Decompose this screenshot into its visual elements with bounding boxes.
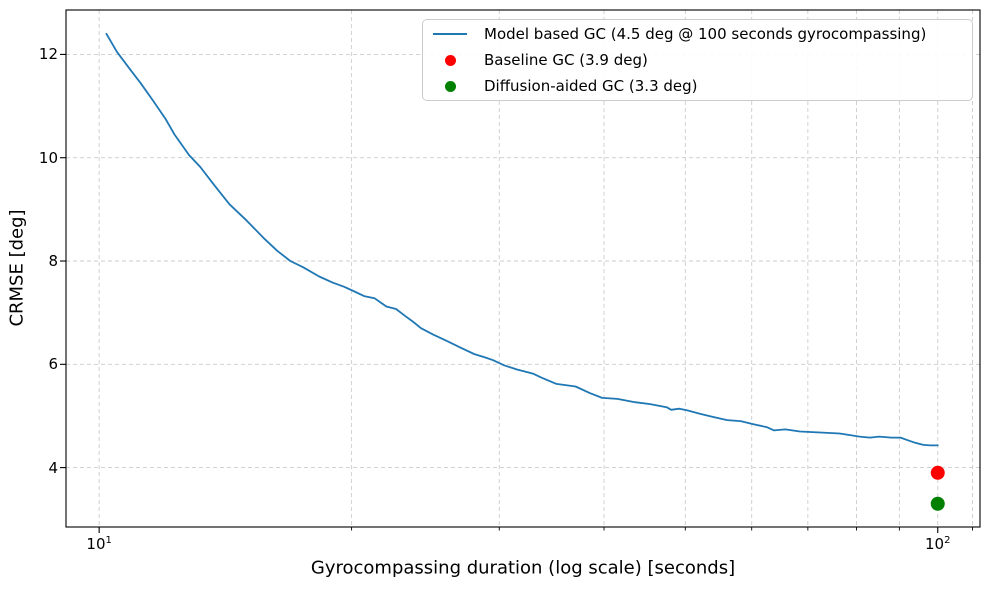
baseline-gc-point	[930, 465, 945, 480]
x-axis-label: Gyrocompassing duration (log scale) [sec…	[310, 557, 736, 579]
legend-dot-swatch-icon	[433, 80, 467, 92]
legend-entry-diffusion-aided: Diffusion-aided GC (3.3 deg)	[423, 73, 972, 99]
y-tick-label: 4	[48, 458, 58, 477]
legend-label: Diffusion-aided GC (3.3 deg)	[484, 77, 698, 95]
y-tick-label: 10	[38, 148, 58, 167]
y-tick-label: 6	[48, 355, 58, 374]
plot-border	[65, 9, 981, 528]
x-tick-label: 102	[925, 535, 951, 553]
y-axis-label: CRMSE [deg]	[6, 209, 28, 327]
legend-dot-swatch-icon	[433, 54, 467, 66]
y-tick-label: 8	[48, 252, 58, 270]
legend-line-swatch-icon	[433, 33, 467, 35]
y-tick-label: 12	[38, 45, 58, 64]
axes-layer	[60, 9, 981, 533]
model-based-gc-line	[105, 32, 939, 447]
x-tick-label: 101	[86, 535, 112, 553]
legend: Model based GC (4.5 deg @ 100 seconds gy…	[422, 19, 973, 101]
legend-label: Baseline GC (3.9 deg)	[484, 51, 648, 69]
legend-entry-baseline: Baseline GC (3.9 deg)	[423, 47, 972, 73]
diffusion-aided-gc-point	[930, 496, 945, 511]
data-series-layer	[105, 32, 945, 511]
legend-label: Model based GC (4.5 deg @ 100 seconds gy…	[484, 25, 927, 43]
legend-entry-model-based: Model based GC (4.5 deg @ 100 seconds gy…	[423, 21, 972, 47]
